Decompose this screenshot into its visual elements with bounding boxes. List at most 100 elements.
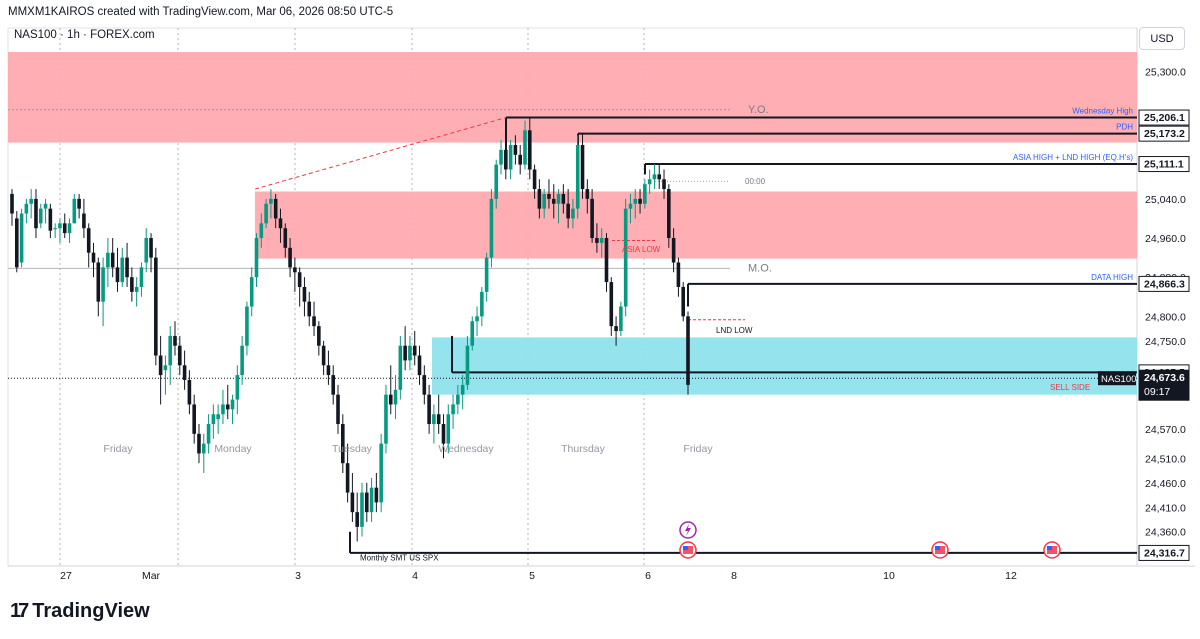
candle-body xyxy=(628,203,633,209)
candle-body xyxy=(264,203,268,224)
price-tag-label: 24,316.7 xyxy=(1144,547,1185,559)
candle-body xyxy=(221,404,225,415)
candle-body xyxy=(230,399,235,410)
day-label: Friday xyxy=(683,443,713,455)
candle-body xyxy=(374,487,379,503)
lightning-glyph xyxy=(685,524,691,536)
candle-body xyxy=(307,301,312,317)
candle-body xyxy=(575,145,580,209)
candle-body xyxy=(158,355,163,376)
candle-body xyxy=(379,443,383,503)
tradingview-logo-icon: 17 xyxy=(10,600,29,622)
price-tag xyxy=(1138,369,1190,401)
candle-body xyxy=(484,257,489,292)
candle-body xyxy=(417,355,422,376)
annotation-label: DATA HIGH xyxy=(1091,273,1133,282)
candle-body xyxy=(662,179,666,190)
candle-body xyxy=(19,213,24,263)
candle-body xyxy=(58,223,62,229)
symbol-info[interactable]: NAS100 · 1h · FOREX.com xyxy=(14,29,155,41)
candle-body xyxy=(403,345,407,361)
candle-body xyxy=(115,267,120,283)
currency-button[interactable]: USD xyxy=(1139,27,1185,50)
candle-body xyxy=(211,414,216,425)
candle-body xyxy=(499,149,503,165)
candle-body xyxy=(551,198,556,204)
candle-body xyxy=(130,277,134,292)
x-tick-label: 5 xyxy=(529,570,535,582)
candle-body xyxy=(249,277,254,307)
candle-body xyxy=(408,345,412,361)
candle-body xyxy=(197,433,201,454)
candle-body xyxy=(566,203,570,219)
candle-body xyxy=(245,306,249,346)
candle-body xyxy=(106,252,110,268)
x-tick-label: 8 xyxy=(731,570,737,582)
price-tag-label: 24,673.6 xyxy=(1144,372,1185,384)
candle-body xyxy=(336,394,340,425)
flag-canton xyxy=(935,546,940,550)
candle-body xyxy=(201,443,206,454)
candle-body xyxy=(86,228,91,253)
tradingview-logo[interactable]: 17 TradingView xyxy=(10,600,150,623)
chart-attribution: MMXM1KAIROS created with TradingView.com… xyxy=(8,6,394,18)
premium-zone-mid xyxy=(255,191,1137,259)
y-tick-label: 24,510.0 xyxy=(1145,453,1186,465)
candle-body xyxy=(278,218,283,229)
candle-body xyxy=(422,375,427,395)
annotation-label: M.O. xyxy=(748,262,772,274)
candle-body xyxy=(451,404,455,415)
candle-body xyxy=(206,424,211,444)
candle-body xyxy=(398,345,403,390)
candle-body xyxy=(513,145,518,155)
price-tag xyxy=(1138,125,1190,142)
candle-body xyxy=(297,272,302,287)
candle-body xyxy=(178,345,182,366)
candle-body xyxy=(571,208,575,219)
candles xyxy=(10,117,690,542)
annotation-label: LND LOW xyxy=(716,326,753,335)
flag-canton xyxy=(683,546,688,550)
candle-body xyxy=(470,321,475,346)
candle-body xyxy=(427,394,431,425)
annotations: Wednesday High PDH ASIA HIGH + LND HIGH (E… xyxy=(360,104,1133,563)
candle-body xyxy=(432,414,436,425)
candle-body xyxy=(24,203,29,214)
price-tag-label: 25,206.1 xyxy=(1144,112,1185,124)
ticker-tag xyxy=(1098,371,1136,386)
lightning-event-icon[interactable] xyxy=(679,521,697,539)
candle-body xyxy=(465,345,470,385)
candle-body xyxy=(504,149,508,170)
candle-body xyxy=(48,208,53,231)
trend-line xyxy=(254,117,507,190)
event-flag-icon[interactable] xyxy=(1043,541,1061,559)
event-flag-icon[interactable] xyxy=(679,541,697,559)
candle-body xyxy=(369,487,374,513)
candle-body xyxy=(647,179,652,185)
candle-body xyxy=(72,198,77,224)
candle-body xyxy=(652,174,657,180)
candle-body xyxy=(460,384,465,395)
price-chart[interactable]: Wednesday High PDH ASIA HIGH + LND HIGH (E… xyxy=(0,0,1200,600)
y-tick-label: 24,410.0 xyxy=(1145,502,1186,514)
candle-body xyxy=(393,389,398,405)
candle-body xyxy=(350,492,355,513)
candle-body xyxy=(556,193,561,204)
candle-body xyxy=(149,238,153,258)
candle-body xyxy=(302,286,307,302)
price-zones xyxy=(8,52,1137,395)
candle-body xyxy=(34,198,38,229)
day-label: Monday xyxy=(214,443,252,455)
event-flag-icon[interactable] xyxy=(931,541,949,559)
annotation-label: SELL SIDE xyxy=(1050,383,1090,392)
annotation-label: Wednesday High xyxy=(1072,107,1133,116)
price-tag-label: 24,866.3 xyxy=(1144,278,1185,290)
candle-body xyxy=(609,282,614,327)
level-lines xyxy=(8,109,1137,554)
brand-name: TradingView xyxy=(32,600,150,622)
candle-body xyxy=(62,223,67,234)
candle-body xyxy=(580,145,585,190)
candle-body xyxy=(101,267,105,302)
candle-body xyxy=(561,193,566,204)
candle-body xyxy=(216,414,220,420)
